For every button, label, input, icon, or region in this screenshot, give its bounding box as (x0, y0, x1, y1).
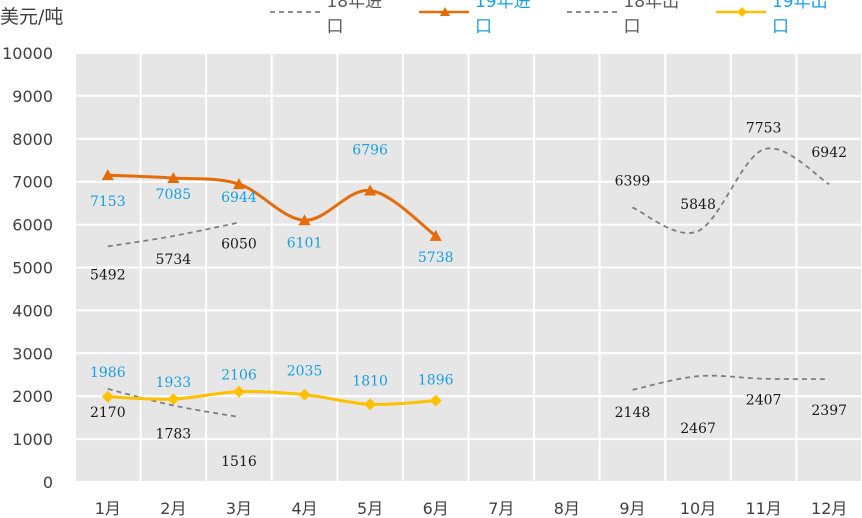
data-label: 2106 (221, 368, 257, 384)
data-label: 1783 (156, 427, 192, 443)
diamond-marker (364, 398, 377, 411)
data-label: 2035 (287, 364, 323, 380)
y-tick-label: 6000 (12, 216, 53, 235)
x-tick-label: 3月 (226, 499, 252, 518)
series-line-0 (107, 221, 240, 248)
x-tick-label: 1月 (95, 499, 121, 518)
series-line-2 (632, 374, 830, 391)
y-tick-label: 8000 (12, 130, 53, 149)
chart-legend: 18年进口 19年进口 18年出口 19年出口 (268, 0, 862, 37)
legend-label-18-export: 18年出口 (623, 0, 680, 37)
x-tick-label: 2月 (160, 499, 186, 518)
x-axis-ticks: 1月 2月 3月 4月 5月 6月 7月 8月 9月 10月 11月 12月 (95, 499, 848, 518)
data-label: 6399 (615, 173, 651, 189)
data-label: 6101 (287, 235, 323, 251)
data-label: 6050 (221, 236, 257, 252)
diamond-marker (298, 388, 311, 401)
x-tick-label: 6月 (423, 499, 449, 518)
data-label: 2467 (680, 421, 716, 437)
data-label: 2170 (90, 405, 126, 421)
triangle-marker (101, 169, 114, 181)
x-tick-label: 5月 (357, 499, 383, 518)
data-label: 6944 (221, 190, 257, 206)
triangle-marker (167, 172, 180, 184)
data-label: 7085 (156, 187, 192, 203)
data-label: 1986 (90, 365, 126, 381)
grid-lines (74, 52, 862, 483)
series-line-2 (107, 388, 240, 418)
triangle-marker (364, 184, 377, 196)
y-tick-label: 9000 (12, 87, 53, 106)
legend-item-18-import: 18年进口 (268, 0, 395, 37)
series-markers (101, 169, 442, 411)
triangle-marker (429, 229, 442, 241)
y-tick-label: 10000 (2, 44, 53, 63)
x-tick-label: 7月 (488, 499, 514, 518)
diamond-marker (429, 394, 442, 407)
series-line-1 (107, 173, 437, 238)
data-label: 7753 (746, 120, 782, 136)
diamond-marker (167, 393, 180, 406)
data-label: 5734 (156, 252, 192, 268)
y-tick-label: 3000 (12, 344, 53, 363)
data-label: 6942 (811, 145, 847, 161)
y-axis-unit-label: 美元/吨 (0, 6, 64, 28)
legend-item-18-export: 18年出口 (565, 0, 692, 37)
legend-label-19-import: 19年进口 (474, 0, 531, 37)
y-tick-label: 2000 (12, 387, 53, 406)
legend-label-19-export: 19年出口 (771, 0, 828, 37)
y-tick-label: 5000 (12, 259, 53, 278)
diamond-marker (232, 385, 245, 398)
y-axis-ticks: 0 1000 2000 3000 4000 5000 6000 7000 8000 9000 100… (2, 44, 53, 492)
x-tick-label: 11月 (745, 499, 781, 518)
series-line-0 (632, 147, 830, 234)
legend-item-19-export: 19年出口 (714, 0, 841, 37)
x-tick-label: 8月 (554, 499, 580, 518)
data-label: 1896 (418, 373, 454, 389)
series-lines (107, 147, 830, 418)
data-label: 5848 (680, 197, 716, 213)
x-tick-label: 12月 (811, 499, 847, 518)
legend-item-19-import: 19年进口 (417, 0, 544, 37)
data-label: 2148 (615, 405, 651, 421)
data-label: 5738 (418, 250, 454, 266)
data-label: 1810 (352, 373, 388, 389)
y-tick-label: 7000 (12, 173, 53, 192)
x-tick-label: 4月 (291, 499, 317, 518)
series-line-3 (107, 389, 436, 407)
data-label: 2397 (811, 403, 847, 419)
y-tick-label: 0 (43, 473, 53, 492)
legend-label-18-import: 18年进口 (326, 0, 383, 37)
data-label: 6796 (352, 142, 388, 158)
data-label: 7153 (90, 194, 126, 210)
data-label: 5492 (90, 267, 126, 283)
triangle-marker (232, 178, 245, 190)
data-label: 2407 (746, 393, 782, 409)
data-labels: 5492 5734 6050 6399 5848 7753 6942 7153 7085 6944… (90, 120, 847, 470)
x-tick-label: 10月 (680, 499, 716, 518)
x-tick-label: 9月 (619, 499, 645, 518)
y-tick-label: 1000 (12, 430, 53, 449)
data-label: 1933 (156, 375, 192, 391)
y-tick-label: 4000 (12, 301, 53, 320)
diamond-marker (101, 390, 114, 403)
legend-swatch-orange-triangle (418, 7, 469, 16)
data-label: 1516 (221, 454, 257, 470)
legend-swatch-yellow-diamond (715, 7, 766, 17)
triangle-marker (298, 214, 311, 226)
